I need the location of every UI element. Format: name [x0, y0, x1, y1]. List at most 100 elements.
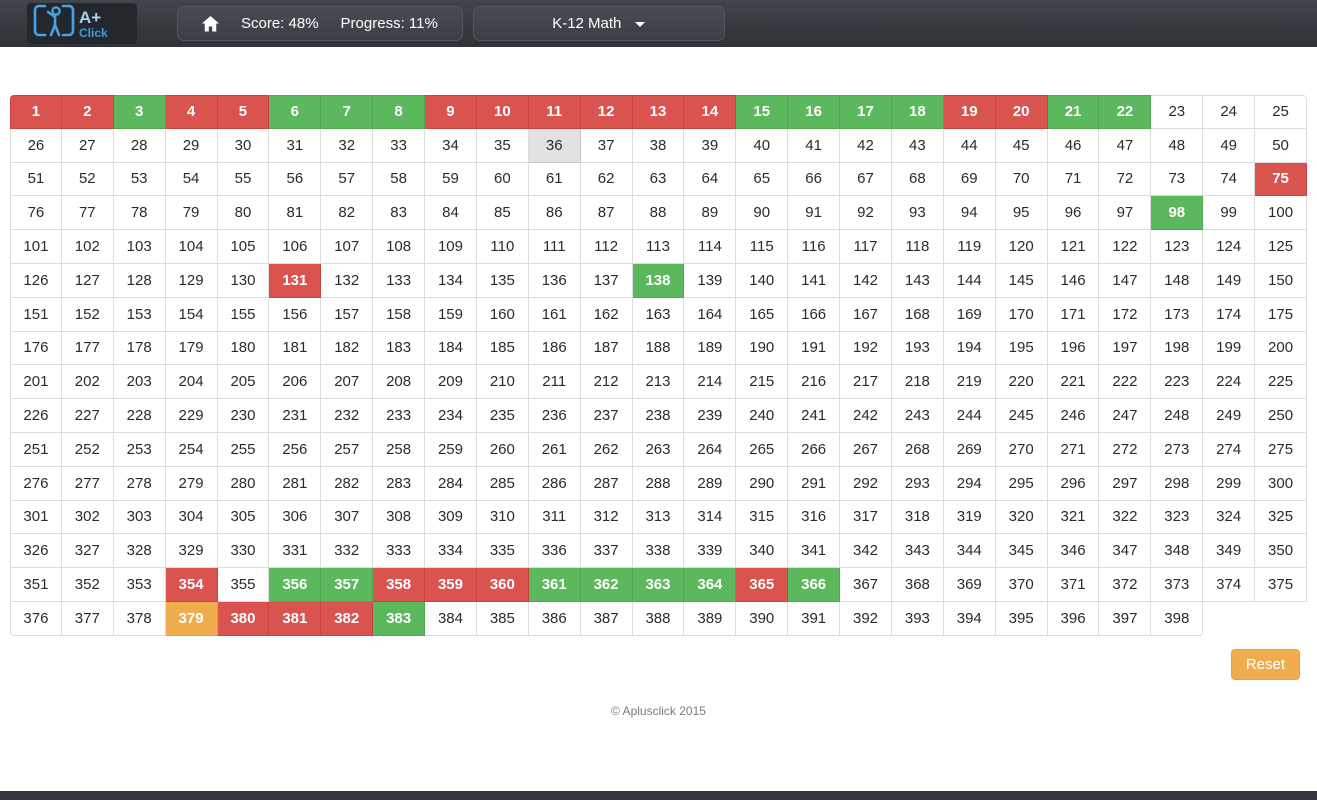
grid-cell-216[interactable]: 216	[788, 365, 841, 400]
grid-cell-289[interactable]: 289	[684, 466, 737, 501]
grid-cell-373[interactable]: 373	[1151, 568, 1204, 602]
grid-cell-309[interactable]: 309	[425, 500, 477, 535]
grid-cell-32[interactable]: 32	[321, 128, 374, 163]
grid-cell-312[interactable]: 312	[580, 500, 633, 535]
grid-cell-1[interactable]: 1	[10, 95, 62, 129]
grid-cell-366[interactable]: 366	[788, 568, 841, 602]
grid-cell-190[interactable]: 190	[736, 331, 789, 366]
grid-cell-206[interactable]: 206	[269, 365, 322, 400]
grid-cell-6[interactable]: 6	[269, 95, 322, 129]
grid-cell-264[interactable]: 264	[684, 432, 737, 467]
grid-cell-288[interactable]: 288	[632, 466, 685, 501]
grid-cell-154[interactable]: 154	[165, 297, 218, 332]
grid-cell-84[interactable]: 84	[425, 196, 477, 231]
grid-cell-122[interactable]: 122	[1099, 230, 1152, 264]
grid-cell-158[interactable]: 158	[373, 297, 426, 332]
grid-cell-273[interactable]: 273	[1151, 432, 1204, 467]
grid-cell-123[interactable]: 123	[1151, 230, 1204, 264]
grid-cell-380[interactable]: 380	[217, 601, 270, 636]
grid-cell-362[interactable]: 362	[580, 568, 633, 602]
grid-cell-121[interactable]: 121	[1047, 230, 1100, 264]
grid-cell-70[interactable]: 70	[995, 162, 1048, 197]
grid-cell-329[interactable]: 329	[165, 534, 218, 569]
grid-cell-21[interactable]: 21	[1047, 95, 1100, 129]
grid-cell-324[interactable]: 324	[1203, 500, 1256, 535]
grid-cell-358[interactable]: 358	[373, 568, 426, 602]
grid-cell-134[interactable]: 134	[425, 263, 477, 298]
grid-cell-339[interactable]: 339	[684, 534, 737, 569]
grid-cell-129[interactable]: 129	[165, 263, 218, 298]
grid-cell-180[interactable]: 180	[217, 331, 270, 366]
grid-cell-138[interactable]: 138	[632, 263, 685, 298]
grid-cell-60[interactable]: 60	[476, 162, 529, 197]
grid-cell-310[interactable]: 310	[476, 500, 529, 535]
grid-cell-47[interactable]: 47	[1099, 128, 1152, 163]
grid-cell-25[interactable]: 25	[1255, 95, 1307, 129]
grid-cell-140[interactable]: 140	[736, 263, 789, 298]
grid-cell-191[interactable]: 191	[788, 331, 841, 366]
grid-cell-66[interactable]: 66	[788, 162, 841, 197]
grid-cell-342[interactable]: 342	[840, 534, 892, 569]
grid-cell-314[interactable]: 314	[684, 500, 737, 535]
grid-cell-196[interactable]: 196	[1047, 331, 1100, 366]
grid-cell-192[interactable]: 192	[840, 331, 892, 366]
grid-cell-74[interactable]: 74	[1203, 162, 1256, 197]
grid-cell-219[interactable]: 219	[943, 365, 996, 400]
grid-cell-359[interactable]: 359	[425, 568, 477, 602]
grid-cell-33[interactable]: 33	[373, 128, 426, 163]
grid-cell-319[interactable]: 319	[943, 500, 996, 535]
grid-cell-266[interactable]: 266	[788, 432, 841, 467]
grid-cell-118[interactable]: 118	[891, 230, 944, 264]
grid-cell-306[interactable]: 306	[269, 500, 322, 535]
grid-cell-126[interactable]: 126	[10, 263, 62, 298]
grid-cell-10[interactable]: 10	[476, 95, 529, 129]
grid-cell-295[interactable]: 295	[995, 466, 1048, 501]
grid-cell-41[interactable]: 41	[788, 128, 841, 163]
grid-cell-87[interactable]: 87	[580, 196, 633, 231]
grid-cell-64[interactable]: 64	[684, 162, 737, 197]
grid-cell-142[interactable]: 142	[840, 263, 892, 298]
grid-cell-169[interactable]: 169	[943, 297, 996, 332]
grid-cell-283[interactable]: 283	[373, 466, 426, 501]
grid-cell-109[interactable]: 109	[425, 230, 477, 264]
grid-cell-370[interactable]: 370	[995, 568, 1048, 602]
grid-cell-72[interactable]: 72	[1099, 162, 1152, 197]
grid-cell-95[interactable]: 95	[995, 196, 1048, 231]
grid-cell-356[interactable]: 356	[269, 568, 322, 602]
grid-cell-198[interactable]: 198	[1151, 331, 1204, 366]
grid-cell-171[interactable]: 171	[1047, 297, 1100, 332]
grid-cell-335[interactable]: 335	[476, 534, 529, 569]
grid-cell-260[interactable]: 260	[476, 432, 529, 467]
grid-cell-23[interactable]: 23	[1151, 95, 1204, 129]
grid-cell-207[interactable]: 207	[321, 365, 374, 400]
grid-cell-236[interactable]: 236	[528, 399, 581, 433]
grid-cell-28[interactable]: 28	[113, 128, 166, 163]
grid-cell-287[interactable]: 287	[580, 466, 633, 501]
grid-cell-104[interactable]: 104	[165, 230, 218, 264]
grid-cell-392[interactable]: 392	[840, 601, 892, 636]
grid-cell-226[interactable]: 226	[10, 399, 62, 433]
grid-cell-364[interactable]: 364	[684, 568, 737, 602]
grid-cell-39[interactable]: 39	[684, 128, 737, 163]
grid-cell-224[interactable]: 224	[1203, 365, 1256, 400]
grid-cell-379[interactable]: 379	[165, 601, 218, 636]
grid-cell-120[interactable]: 120	[995, 230, 1048, 264]
grid-cell-241[interactable]: 241	[788, 399, 841, 433]
grid-cell-255[interactable]: 255	[217, 432, 270, 467]
grid-cell-80[interactable]: 80	[217, 196, 270, 231]
grid-cell-220[interactable]: 220	[995, 365, 1048, 400]
grid-cell-77[interactable]: 77	[61, 196, 114, 231]
grid-cell-82[interactable]: 82	[321, 196, 374, 231]
grid-cell-52[interactable]: 52	[61, 162, 114, 197]
grid-cell-179[interactable]: 179	[165, 331, 218, 366]
grid-cell-112[interactable]: 112	[580, 230, 633, 264]
grid-cell-163[interactable]: 163	[632, 297, 685, 332]
grid-cell-14[interactable]: 14	[684, 95, 737, 129]
grid-cell-222[interactable]: 222	[1099, 365, 1152, 400]
grid-cell-193[interactable]: 193	[891, 331, 944, 366]
grid-cell-259[interactable]: 259	[425, 432, 477, 467]
grid-cell-49[interactable]: 49	[1203, 128, 1256, 163]
grid-cell-135[interactable]: 135	[476, 263, 529, 298]
grid-cell-387[interactable]: 387	[580, 601, 633, 636]
grid-cell-7[interactable]: 7	[321, 95, 374, 129]
